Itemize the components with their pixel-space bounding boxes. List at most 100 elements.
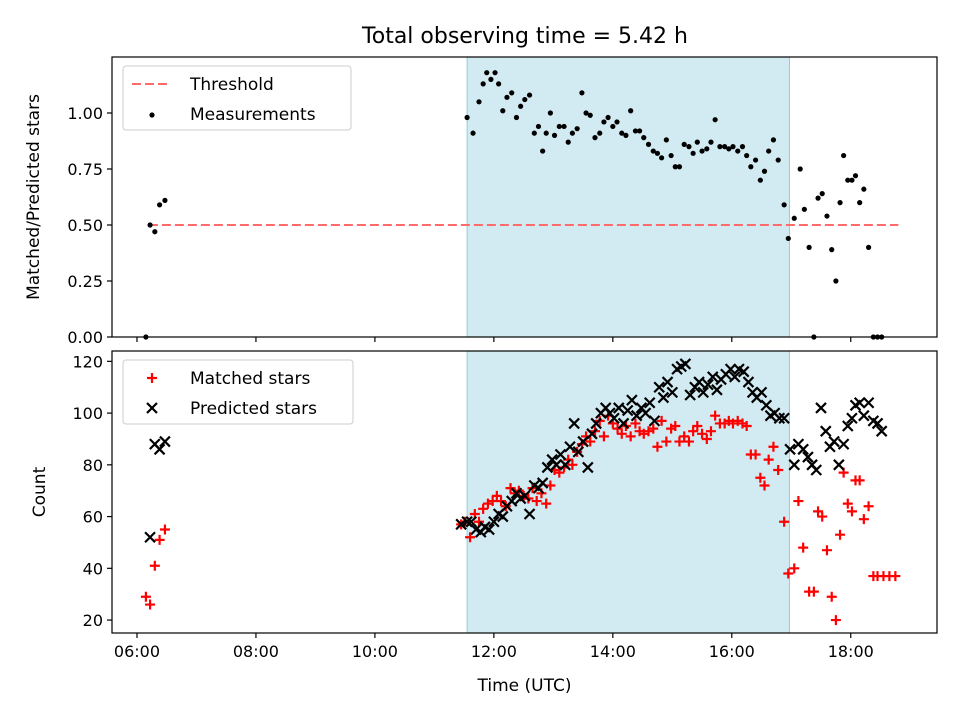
- legend-label: Measurements: [190, 105, 316, 125]
- matched-point: [531, 496, 542, 507]
- predicted-point: [802, 451, 814, 463]
- measurement-point: [704, 146, 710, 152]
- data-marks: [143, 70, 899, 340]
- predicted-point: [648, 415, 661, 427]
- measurement-point: [735, 148, 741, 154]
- measurement-point: [636, 128, 643, 134]
- predicted-point: [837, 438, 850, 450]
- series-measurements: [143, 70, 885, 340]
- measurement-point: [829, 247, 835, 253]
- measurement-point: [500, 108, 506, 114]
- matched-point: [652, 441, 663, 452]
- measurement-point: [535, 123, 542, 130]
- y-tick-label: 0.50: [67, 216, 103, 235]
- matched-point: [612, 423, 623, 434]
- measurement-point: [690, 150, 696, 156]
- measurement-point: [837, 200, 843, 206]
- predicted-point: [862, 396, 875, 409]
- y-tick-label: 120: [72, 352, 103, 371]
- x-tick-label: 16:00: [709, 642, 755, 661]
- measurement-point: [587, 112, 593, 118]
- predicted-point: [711, 384, 723, 396]
- predicted-point: [577, 435, 589, 448]
- measurement-point: [824, 213, 830, 219]
- matched-point: [545, 480, 556, 491]
- matched-point: [630, 418, 641, 429]
- measurement-point: [619, 130, 625, 136]
- predicted-point: [773, 412, 786, 425]
- matched-point: [598, 431, 609, 442]
- measurement-point: [556, 123, 562, 130]
- matched-point: [863, 501, 874, 512]
- matched-point: [140, 591, 151, 602]
- chart-title: Total observing time = 5.42 h: [361, 24, 688, 49]
- measurement-point: [841, 152, 847, 159]
- measurement-point: [470, 130, 476, 136]
- predicted-point: [608, 412, 620, 425]
- predicted-point: [788, 459, 801, 471]
- matched-point: [648, 423, 659, 434]
- measurement-point: [761, 168, 768, 174]
- predicted-point: [819, 425, 832, 437]
- measurement-point: [614, 119, 620, 125]
- matched-point: [798, 542, 809, 553]
- matched-point: [779, 516, 790, 527]
- measurement-point: [672, 164, 678, 170]
- matched-point: [496, 496, 507, 507]
- measurement-point: [752, 157, 759, 163]
- matched-point: [541, 498, 552, 509]
- measurement-point: [717, 144, 723, 150]
- predicted-point: [828, 435, 840, 448]
- predicted-point: [582, 461, 594, 474]
- x-tick-label: 10:00: [352, 642, 398, 661]
- count-panel: 20 40 60 80 100 120 06:00 08:00 10:00 12:00 14:00 1…: [30, 350, 938, 696]
- measurement-point: [484, 70, 490, 76]
- y-axis-label: Count: [30, 466, 50, 517]
- measurement-point: [861, 186, 867, 192]
- measurement-point: [797, 166, 803, 172]
- matched-point: [846, 506, 857, 517]
- predicted-point: [536, 477, 549, 489]
- measurement-point: [565, 139, 571, 145]
- matched-point: [670, 421, 681, 432]
- measurement-point: [845, 177, 851, 183]
- measurement-point: [857, 200, 863, 206]
- legend-predicted-swatch: [146, 402, 158, 414]
- measurement-point: [574, 126, 580, 132]
- predicted-point: [842, 420, 854, 432]
- predicted-point: [815, 402, 827, 414]
- predicted-point: [564, 440, 576, 453]
- legend-label: Predicted stars: [190, 399, 317, 419]
- measurement-point: [770, 137, 777, 143]
- legend-label: Threshold: [189, 75, 274, 95]
- matched-point: [755, 472, 766, 483]
- series-predicted-stars: [144, 358, 888, 544]
- matched-point: [688, 426, 699, 437]
- legend: Threshold Measurements: [122, 65, 352, 131]
- measurement-point: [781, 202, 787, 208]
- predicted-point: [875, 425, 888, 437]
- measurement-point: [504, 94, 510, 100]
- matched-point: [154, 534, 165, 545]
- matched-point: [773, 465, 784, 476]
- matched-point: [465, 532, 476, 543]
- matched-point: [567, 459, 578, 470]
- predicted-point: [778, 412, 790, 425]
- measurement-point: [686, 144, 692, 150]
- measurement-point: [579, 90, 585, 96]
- matched-point: [842, 498, 853, 509]
- predicted-point: [465, 515, 478, 528]
- measurement-point: [819, 191, 825, 197]
- measurement-point: [492, 70, 498, 76]
- predicted-point: [724, 363, 737, 375]
- predicted-point: [144, 531, 156, 544]
- matched-point: [750, 449, 761, 460]
- matched-point: [505, 483, 516, 494]
- y-axis-label: Matched/Predicted stars: [24, 94, 44, 300]
- measurement-point: [610, 123, 616, 130]
- matched-point: [835, 529, 846, 540]
- matched-point: [813, 506, 824, 517]
- measurement-point: [766, 148, 772, 154]
- predicted-point: [853, 396, 866, 409]
- predicted-point: [483, 523, 495, 536]
